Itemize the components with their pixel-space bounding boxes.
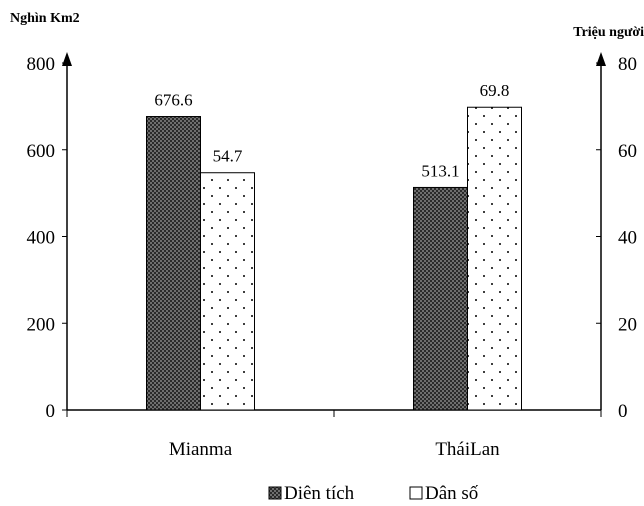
right-axis-unit: Triệu người bbox=[573, 25, 644, 40]
value-label: 676.6 bbox=[154, 91, 192, 110]
left-tick-label: 400 bbox=[27, 228, 56, 249]
bar-dan-so bbox=[467, 106, 522, 411]
right-tick-label: 20 bbox=[618, 314, 637, 335]
category-label: Mianma bbox=[169, 439, 233, 460]
left-tick-label: 600 bbox=[27, 141, 56, 162]
category-label: TháiLan bbox=[435, 439, 500, 460]
value-label: 513.1 bbox=[421, 161, 459, 180]
value-label: 69.8 bbox=[480, 81, 510, 100]
right-tick-label: 0 bbox=[618, 401, 628, 422]
left-tick-label: 800 bbox=[27, 54, 56, 75]
right-tick-label: 80 bbox=[618, 54, 637, 75]
left-axis-unit: Nghìn Km2 bbox=[10, 11, 80, 26]
left-axis-arrow bbox=[62, 52, 72, 66]
bar-dien-tich bbox=[146, 116, 201, 411]
right-tick-label: 60 bbox=[618, 141, 637, 162]
legend-swatch-dan-so bbox=[409, 486, 423, 500]
right-tick-label: 40 bbox=[618, 228, 637, 249]
value-label: 54.7 bbox=[213, 147, 243, 166]
legend-label-dan-so: Dân số bbox=[425, 483, 479, 504]
legend-swatch-dien-tich bbox=[268, 486, 282, 500]
right-axis-arrow bbox=[596, 52, 606, 66]
legend-label-dien-tich: Diên tích bbox=[284, 483, 355, 504]
legend: Diên tích Dân số bbox=[268, 483, 479, 504]
left-tick-label: 200 bbox=[27, 314, 56, 335]
bar-dan-so bbox=[200, 172, 255, 411]
left-tick-label: 0 bbox=[46, 401, 56, 422]
bar-dien-tich bbox=[413, 186, 468, 411]
